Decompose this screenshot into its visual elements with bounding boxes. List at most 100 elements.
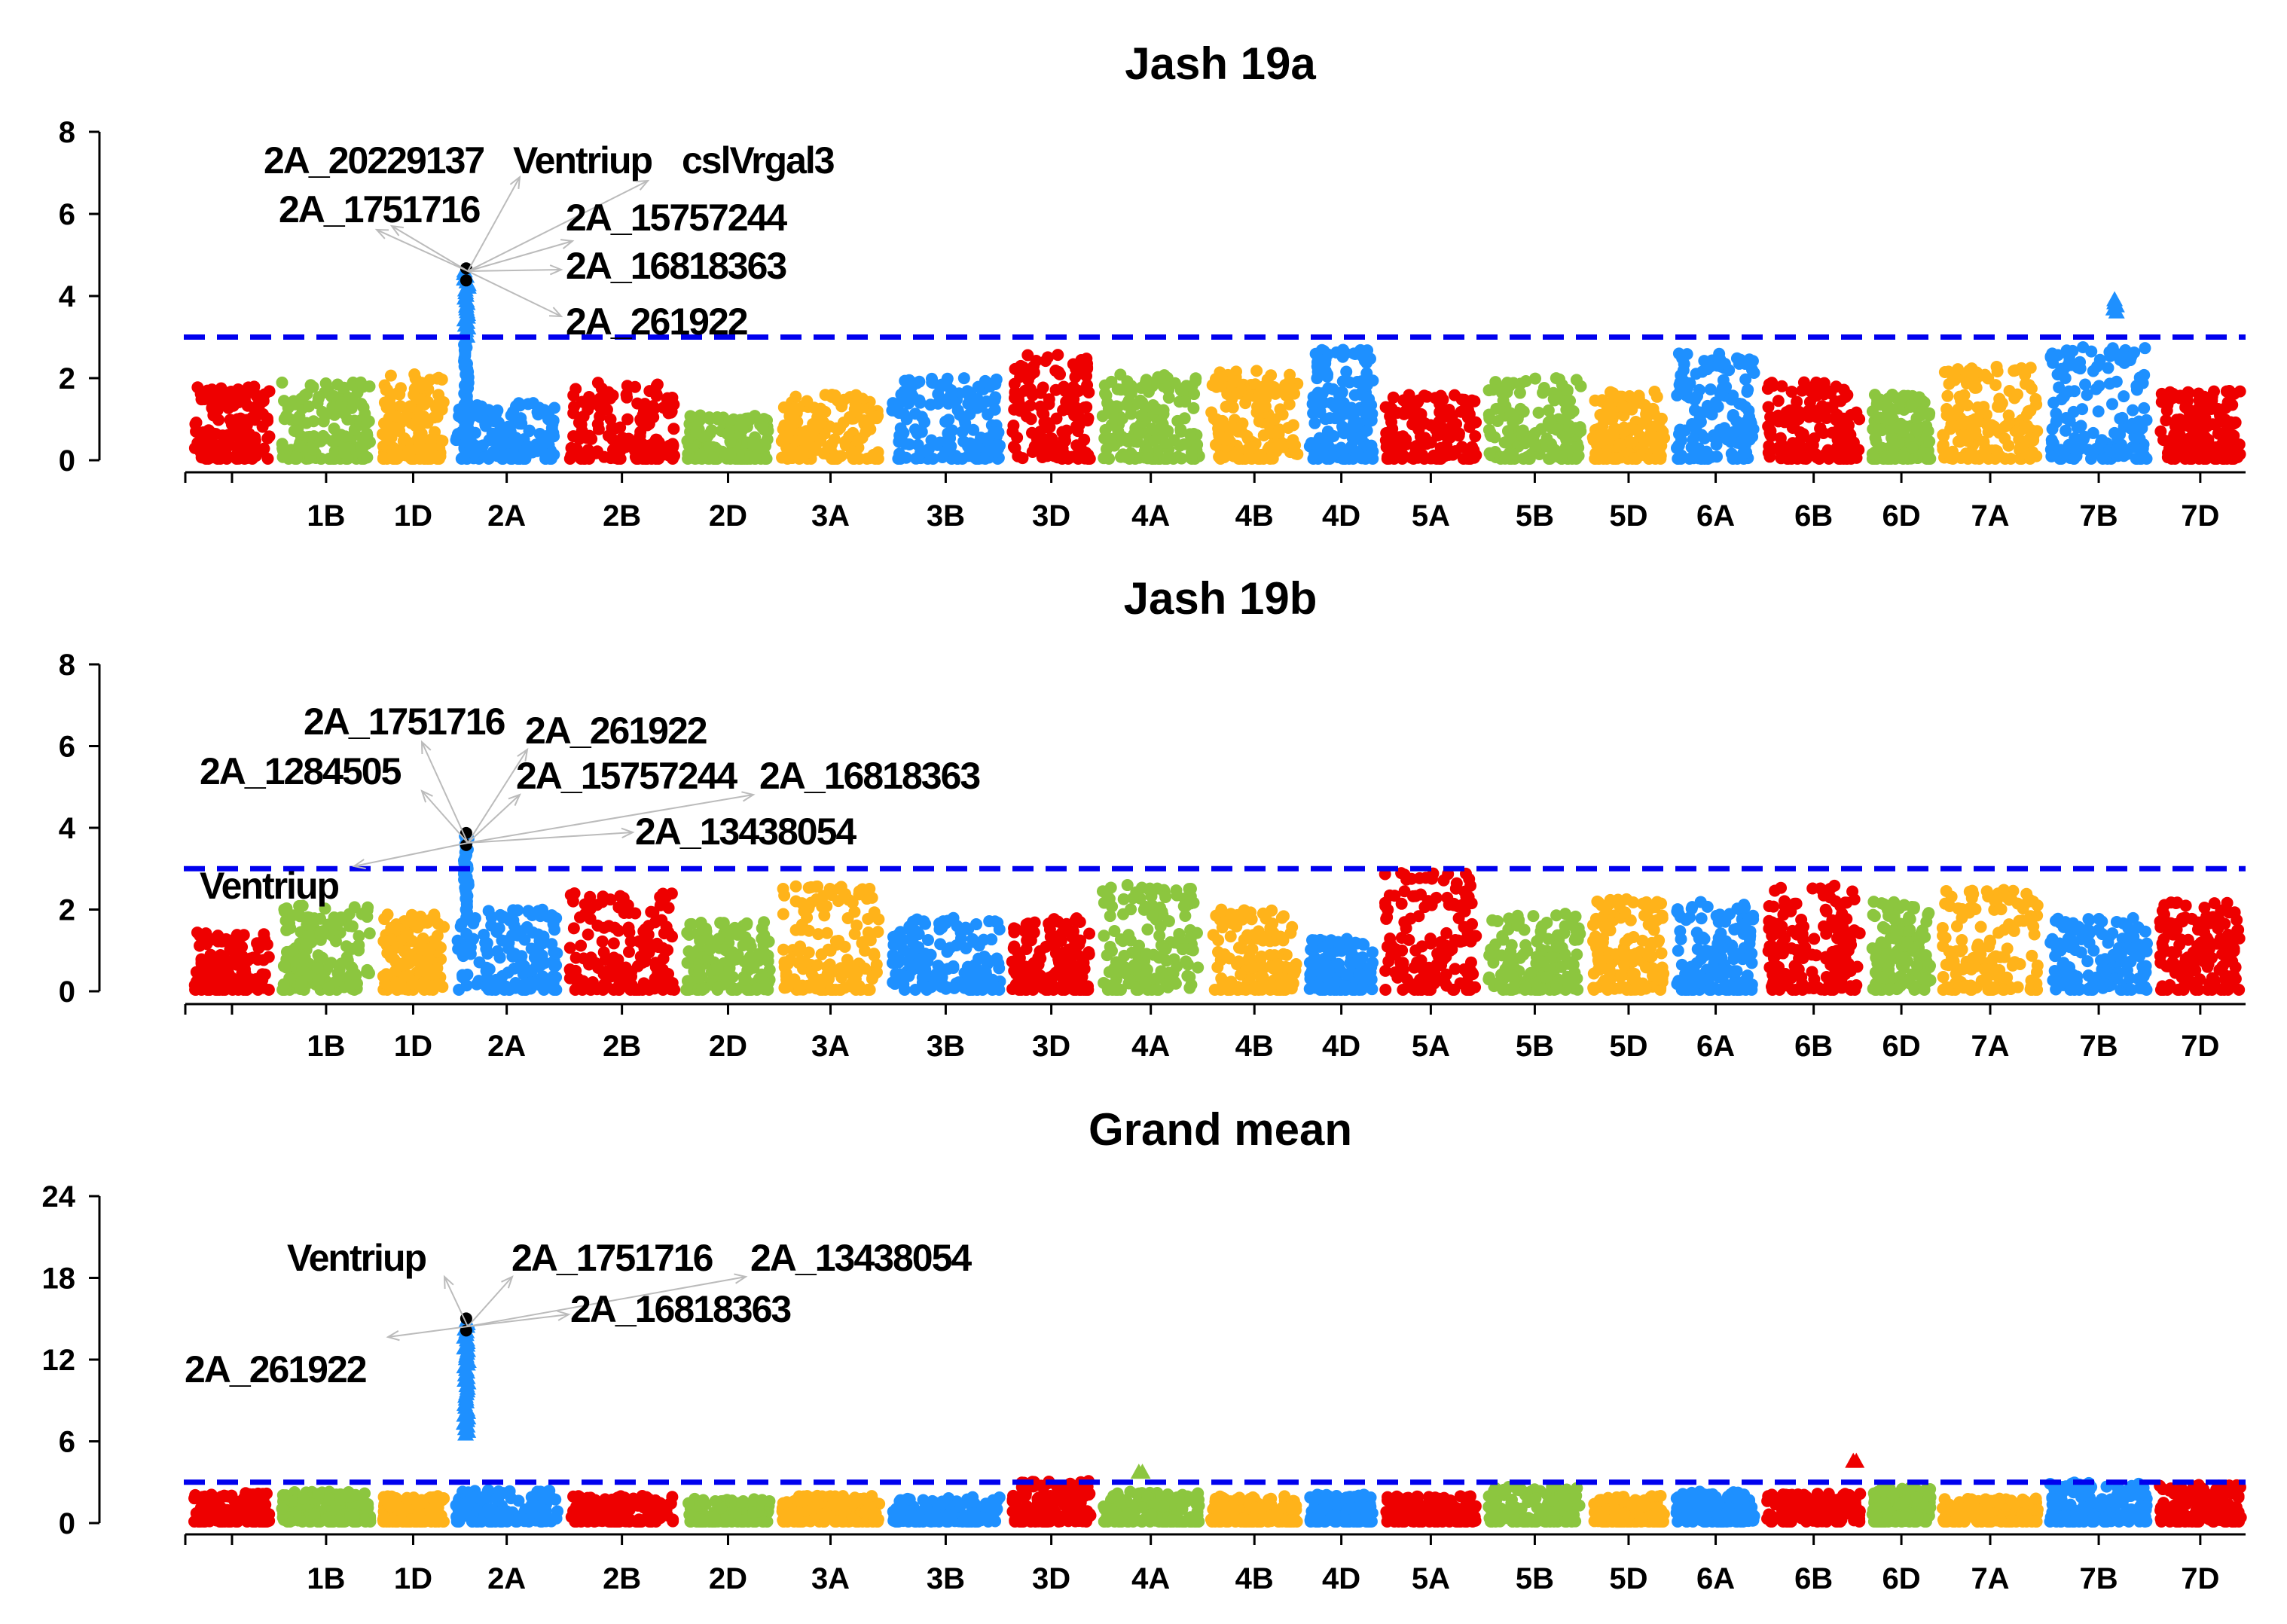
point-2A xyxy=(524,976,537,989)
point-4A xyxy=(1171,960,1183,973)
point-4B xyxy=(1253,415,1266,428)
x-tick-label-2D: 2D xyxy=(709,499,747,533)
point-3B xyxy=(932,960,945,972)
point-7A xyxy=(1988,420,2001,433)
point-1D xyxy=(426,964,438,977)
point-2D xyxy=(747,437,759,450)
point-3B xyxy=(936,971,948,984)
point-4A xyxy=(1184,931,1197,944)
point-4A xyxy=(1119,450,1132,463)
point-6B xyxy=(1780,445,1793,458)
point-4A xyxy=(1175,452,1188,465)
point-2B xyxy=(591,447,603,459)
point-5A xyxy=(1403,389,1415,401)
point-5A xyxy=(1469,430,1482,443)
point-3D xyxy=(1015,359,1027,372)
point-3A xyxy=(781,429,794,442)
point-2B xyxy=(619,441,632,453)
x-tick-label-5D: 5D xyxy=(1609,499,1647,533)
point-6D xyxy=(1906,441,1919,454)
point-1B xyxy=(338,447,351,459)
point-5D xyxy=(1602,413,1615,426)
point-6B xyxy=(1813,453,1826,465)
point-6D xyxy=(1866,447,1879,460)
point-3A xyxy=(832,882,845,895)
point-3B xyxy=(981,444,994,457)
point-5A xyxy=(1397,408,1410,420)
x-tick-label-3A: 3A xyxy=(811,499,850,533)
point-3D xyxy=(1021,349,1034,362)
point-7B xyxy=(2128,346,2141,359)
point-4A xyxy=(1133,427,1146,440)
point-6B xyxy=(1779,416,1791,429)
point-1A xyxy=(238,388,251,401)
point-1D xyxy=(434,978,447,991)
point-7A xyxy=(1993,397,2006,410)
point-3A xyxy=(859,962,872,975)
point-1D xyxy=(390,410,403,423)
point-5B xyxy=(1500,436,1513,449)
point-4B xyxy=(1215,371,1228,384)
point-6A xyxy=(1690,423,1702,435)
point-7D xyxy=(2227,387,2240,400)
point-1B xyxy=(338,408,351,420)
point-1B xyxy=(294,440,307,453)
point-3D xyxy=(1020,410,1033,423)
point-2B xyxy=(667,423,680,435)
point-5B xyxy=(1548,394,1561,407)
point-3A xyxy=(864,934,877,947)
point-6A xyxy=(1744,415,1757,428)
point-4D xyxy=(1311,365,1324,378)
point-2A xyxy=(550,959,563,972)
point-6A xyxy=(1702,406,1715,419)
point-3D xyxy=(1012,984,1025,996)
y-tick-label: 2 xyxy=(59,362,75,395)
point-2A xyxy=(491,438,504,451)
point-1A xyxy=(248,402,261,415)
point-6A xyxy=(1696,365,1708,378)
point-2D xyxy=(751,982,764,995)
point-1D xyxy=(399,410,412,423)
annotation-label: 2A_20229137 xyxy=(264,139,484,182)
point-6B xyxy=(1847,436,1860,449)
chart-title: Jash 19b xyxy=(1124,573,1318,624)
point-4A xyxy=(1174,423,1187,436)
y-tick-label: 6 xyxy=(59,731,75,764)
point-1B xyxy=(317,429,330,442)
point-1A xyxy=(231,929,243,942)
point-3A xyxy=(870,966,883,978)
point-1B xyxy=(355,398,368,411)
point-1A xyxy=(193,441,206,454)
point-2B xyxy=(657,981,670,994)
point-5B xyxy=(1564,395,1577,408)
point-3B xyxy=(897,426,910,439)
point-5B xyxy=(1501,377,1513,389)
x-tick-label-4D: 4D xyxy=(1322,1030,1360,1063)
point-4B xyxy=(1272,426,1285,439)
point-1B xyxy=(362,967,375,980)
point-2D xyxy=(760,453,773,465)
point-3A xyxy=(783,443,796,456)
point-3B xyxy=(988,403,1001,416)
point-5B xyxy=(1543,453,1556,465)
annotation-arrow xyxy=(391,225,469,272)
point-2D xyxy=(703,441,716,453)
point-7B xyxy=(2118,390,2130,403)
point-2A xyxy=(532,928,545,941)
point-5B xyxy=(1517,453,1530,465)
point-3B xyxy=(887,976,899,989)
point-3D xyxy=(1024,399,1037,412)
point-3B xyxy=(954,408,966,421)
point-5B xyxy=(1507,447,1519,460)
point-2B xyxy=(662,902,675,914)
point-6B xyxy=(1761,383,1774,395)
point-3A xyxy=(825,966,838,978)
point-4A xyxy=(1127,892,1140,905)
point-3D xyxy=(1040,355,1052,368)
point-3A xyxy=(868,906,881,919)
point-4D xyxy=(1319,353,1332,366)
point-2B xyxy=(621,413,634,426)
point-3D xyxy=(1060,960,1073,972)
point-5A xyxy=(1449,444,1462,457)
